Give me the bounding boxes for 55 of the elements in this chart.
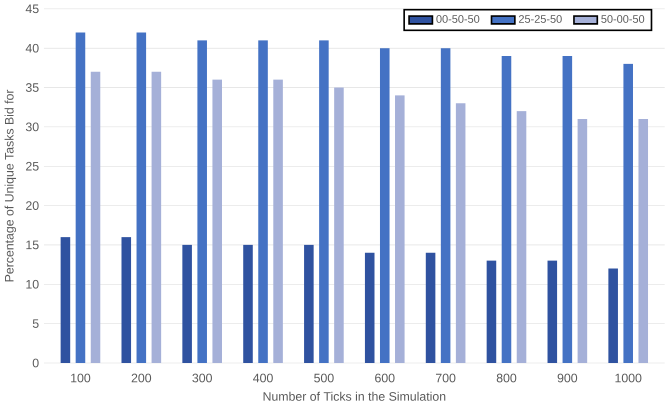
- bar: [212, 80, 222, 363]
- bar: [304, 244, 314, 363]
- y-tick-label: 5: [32, 319, 39, 328]
- y-tick-label: 45: [26, 4, 39, 13]
- bar: [243, 244, 253, 363]
- bar: [516, 110, 526, 363]
- bar: [562, 56, 572, 363]
- bar: [502, 56, 512, 363]
- bar: [395, 95, 405, 363]
- bar: [76, 32, 86, 363]
- bar: [258, 40, 268, 363]
- legend-label: 25-25-50: [518, 14, 562, 23]
- bar: [486, 260, 496, 363]
- x-tick-label: 1000: [615, 373, 642, 382]
- bar: [623, 64, 633, 363]
- bar: [578, 118, 588, 363]
- bar: [273, 80, 283, 363]
- bar: [380, 48, 390, 363]
- bar: [456, 103, 466, 363]
- x-tick-label: 600: [375, 373, 395, 382]
- x-tick-label: 400: [253, 373, 273, 382]
- bar: [608, 268, 618, 363]
- x-tick-label: 300: [192, 373, 212, 382]
- bar: [548, 260, 558, 363]
- y-tick-label: 30: [26, 122, 39, 132]
- bar: [121, 236, 132, 363]
- bar: [90, 72, 100, 363]
- y-tick-label: 20: [26, 201, 39, 210]
- x-tick-label: 900: [558, 373, 578, 382]
- bar: [319, 40, 329, 363]
- x-tick-label: 800: [496, 373, 516, 382]
- y-tick-label: 35: [26, 83, 39, 92]
- legend-label: 00-50-50: [436, 14, 480, 23]
- bar: [197, 40, 207, 363]
- x-tick-label: 200: [132, 373, 152, 382]
- legend-label: 50-00-50: [601, 14, 644, 23]
- y-tick-label: 0: [32, 358, 39, 368]
- bar: [426, 252, 436, 363]
- bar: [136, 32, 146, 363]
- bar: [440, 48, 450, 363]
- x-tick-label: 100: [71, 373, 90, 382]
- x-tick-label: 500: [314, 373, 334, 382]
- bar: [152, 72, 162, 363]
- y-tick-label: 10: [26, 280, 39, 288]
- bar: [638, 118, 648, 363]
- x-tick-label: 700: [436, 373, 456, 382]
- y-tick-label: 40: [26, 44, 39, 52]
- y-axis-title: Percentage of Unique Tasks Bid for: [4, 90, 16, 282]
- bar: [60, 236, 70, 363]
- bar: [334, 87, 344, 363]
- y-tick-label: 15: [26, 240, 39, 250]
- x-axis-title: Number of Ticks in the Simulation: [264, 392, 446, 401]
- y-tick-label: 25: [26, 162, 39, 170]
- bar: [182, 244, 192, 363]
- bar: [364, 252, 375, 363]
